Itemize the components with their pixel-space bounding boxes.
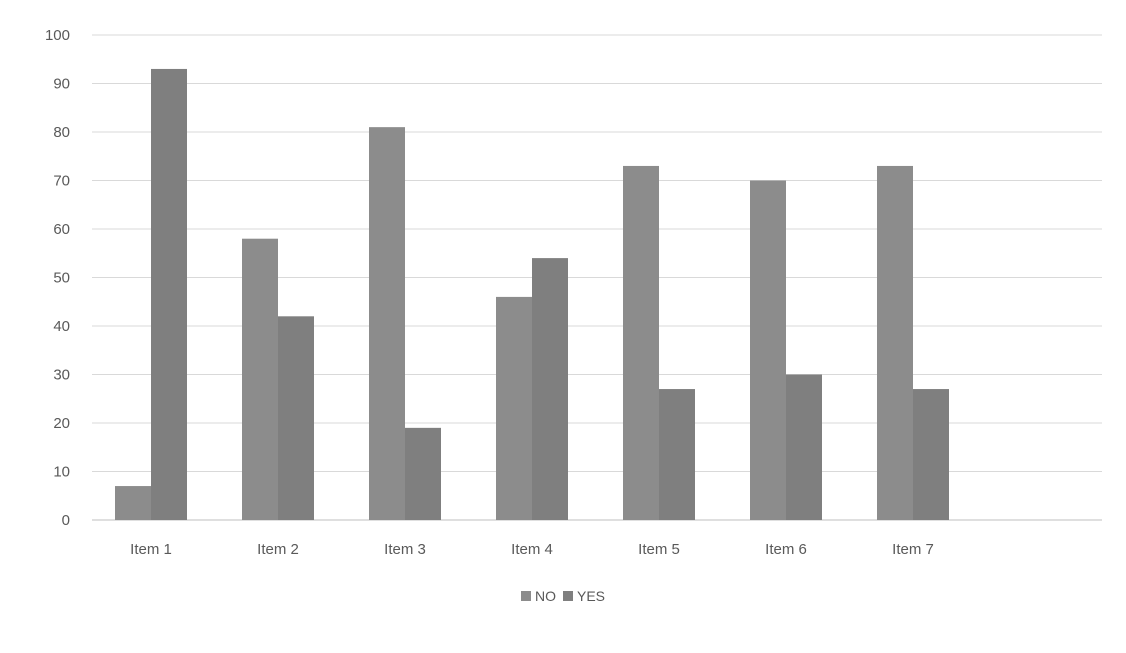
- bar-no-5: [623, 165, 659, 520]
- legend-item-no: NO: [521, 588, 556, 604]
- legend-label: NO: [535, 588, 556, 604]
- legend: NO YES: [521, 588, 605, 604]
- legend-item-yes: YES: [563, 588, 605, 604]
- bar-yes-2: [278, 316, 314, 520]
- bar-yes-1: [151, 68, 187, 520]
- y-tick-label: 80: [53, 124, 70, 141]
- legend-swatch: [521, 591, 531, 601]
- x-tick-label: Item 4: [511, 541, 553, 558]
- y-axis-ticks: 0 10 20 30 40 50 60 70 80 90 100: [45, 27, 70, 529]
- bar-no-2: [242, 238, 278, 520]
- y-tick-label: 20: [53, 415, 70, 432]
- y-tick-label: 50: [53, 270, 70, 287]
- y-tick-label: 100: [45, 27, 70, 44]
- x-tick-label: Item 2: [257, 541, 299, 558]
- bar-yes-7: [913, 389, 949, 520]
- x-tick-label: Item 7: [892, 541, 934, 558]
- y-tick-label: 90: [53, 76, 70, 93]
- bar-no-7: [877, 165, 913, 520]
- y-tick-label: 60: [53, 221, 70, 238]
- bar-yes-5: [659, 389, 695, 520]
- x-tick-label: Item 6: [765, 541, 807, 558]
- y-tick-label: 70: [53, 173, 70, 190]
- x-tick-label: Item 1: [130, 541, 172, 558]
- bars: [115, 68, 949, 521]
- y-tick-label: 10: [53, 464, 70, 481]
- bar-yes-6: [786, 374, 822, 520]
- bar-yes-3: [405, 427, 441, 520]
- x-tick-label: Item 3: [384, 541, 426, 558]
- bar-yes-4: [532, 258, 568, 520]
- legend-swatch: [563, 591, 573, 601]
- legend-label: YES: [577, 588, 605, 604]
- bar-no-3: [369, 127, 405, 521]
- y-tick-label: 0: [62, 512, 70, 529]
- bar-no-4: [496, 296, 532, 520]
- bar-no-6: [750, 180, 786, 520]
- bar-no-1: [115, 486, 151, 520]
- x-axis-ticks: Item 1 Item 2 Item 3 Item 4 Item 5 Item 6 Item…: [130, 541, 934, 558]
- x-tick-label: Item 5: [638, 541, 680, 558]
- y-tick-label: 40: [53, 318, 70, 335]
- y-tick-label: 30: [53, 367, 70, 384]
